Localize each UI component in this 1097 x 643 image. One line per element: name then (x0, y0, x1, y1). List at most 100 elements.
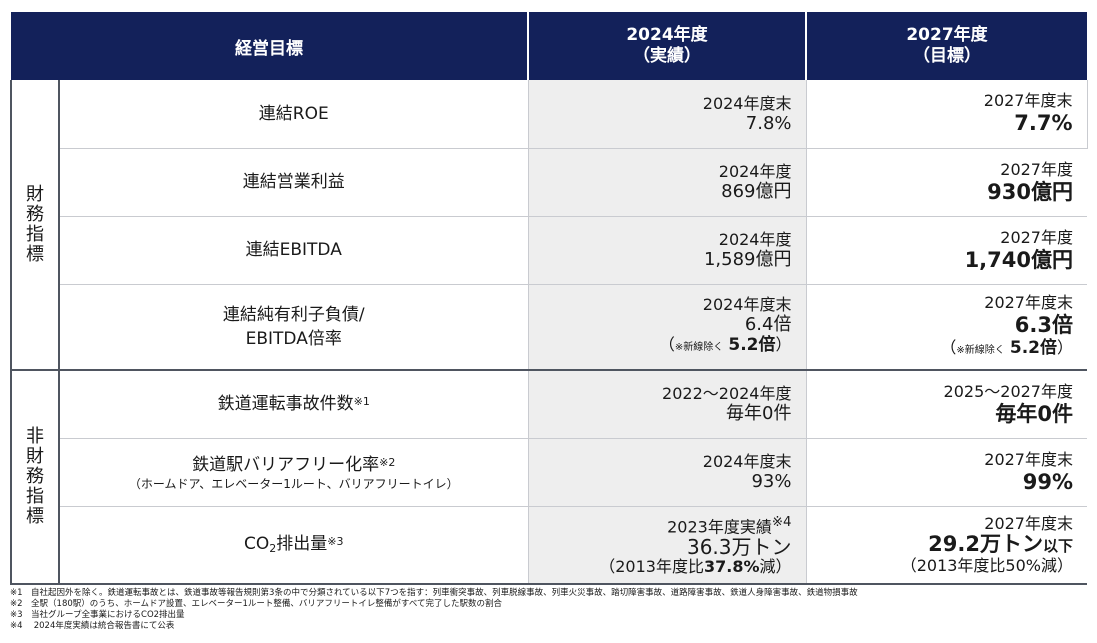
group-label-financial: 財 務 指 標 (10, 80, 60, 371)
actual-cell: 2024年度 1,589億円 (527, 216, 806, 285)
actual-label: 2024年度末 (702, 93, 792, 113)
actual-label: 2024年度 (718, 230, 792, 249)
actual-label-text: 2023年度実績 (667, 516, 772, 536)
header-target-sub: （目標） (913, 46, 981, 66)
group-char: 指 (26, 486, 44, 507)
actual-value: 869億円 (721, 181, 792, 202)
metric-name-text: 排出量 (276, 533, 328, 554)
header-target-year: 2027年度 (906, 25, 988, 45)
actual-value: 毎年0件 (726, 403, 792, 425)
note-text: 減） (759, 556, 792, 576)
subscript: 2 (269, 541, 277, 555)
metric-name-text: 鉄道運転事故件数 (217, 394, 354, 415)
metric-name: CO2排出量※3 (59, 506, 528, 585)
metric-name-text: 鉄道駅バリアフリー化率 (192, 455, 380, 475)
footnotes: ※1 自社起因外を除く。鉄道運転事故とは、鉄道事故等報告規則第3条の中で分類され… (10, 588, 858, 632)
group-char: 財 (26, 183, 44, 205)
target-cell: 2027年度末 99% (805, 438, 1087, 507)
target-note: （※新線除く 5.2倍） (807, 337, 1073, 361)
target-label: 2027年度末 (984, 292, 1073, 312)
target-cell: 2027年度 1,740億円 (805, 216, 1087, 285)
actual-value: 6.4倍 (744, 314, 792, 336)
footnote-2: ※2 全駅（180駅）のうち、ホームドア設置、エレベーター1ルート整備、バリアフ… (10, 599, 502, 609)
table-row: 連結営業利益 2024年度 869億円 2027年度 930億円 (11, 148, 1087, 217)
header-target: 2027年度 （目標） (805, 12, 1087, 80)
header-actual: 2024年度 （実績） (527, 12, 806, 80)
target-label: 2027年度末 (983, 91, 1073, 111)
note-value: 37.8% (703, 556, 760, 576)
actual-cell: 2022～2024年度 毎年0件 (527, 370, 806, 439)
note-close: ） (775, 335, 792, 355)
header-actual-sub: （実績） (633, 46, 701, 66)
target-value: 7.7% (1014, 111, 1073, 136)
footnote-3: ※3 当社グループ全事業におけるCO2排出量 (10, 610, 185, 620)
note-close: ） (1056, 337, 1073, 357)
note-value: 5.2倍 (728, 335, 776, 356)
actual-value: 93% (751, 471, 792, 492)
actual-note: （※新線除く 5.2倍） (529, 335, 792, 358)
note-small: ※新線除く (674, 342, 724, 354)
footnote-ref: ※1 (353, 395, 370, 409)
actual-value: 36.3万トン (686, 534, 792, 559)
table-row: CO2排出量※3 2023年度実績※4 36.3万トン （2013年度比37.8… (11, 506, 1087, 585)
metric-name: 連結EBITDA (59, 216, 528, 285)
metric-name: 鉄道駅バリアフリー化率※2 （ホームドア、エレベーター1ルート、バリアフリートイ… (59, 438, 528, 507)
target-cell: 2027年度末 29.2万トン以下 （2013年度比50%減） (805, 506, 1087, 585)
actual-label: 2023年度実績※4 (529, 513, 792, 537)
target-label: 2027年度 (1000, 227, 1073, 247)
table-row: 連結純有利子負債/ EBITDA倍率 2024年度末 6.4倍 （※新線除く 5… (11, 284, 1087, 371)
target-value-suffix: 以下 (1042, 536, 1073, 555)
table-row: 財 務 指 標 連結ROE 2024年度末 7.8% 2027年度末 7.7% (10, 80, 1088, 371)
target-label: 2025～2027年度 (943, 381, 1073, 401)
actual-cell: 2024年度末 6.4倍 （※新線除く 5.2倍） (527, 284, 806, 371)
header-goal: 経営目標 (11, 12, 528, 80)
actual-label: 2022～2024年度 (662, 384, 792, 404)
metric-name-sub: （ホームドア、エレベーター1ルート、バリアフリートイレ） (128, 477, 459, 491)
target-cell: 2025～2027年度 毎年0件 (805, 370, 1087, 439)
target-value-text: 29.2万トン (928, 531, 1043, 556)
target-cell: 2027年度末 6.3倍 （※新線除く 5.2倍） (805, 284, 1087, 371)
table-header-row: 経営目標 2024年度 （実績） 2027年度 （目標） (11, 12, 1087, 80)
note-open: （ (940, 337, 957, 357)
group-char: 標 (26, 506, 44, 527)
actual-value: 7.8% (745, 112, 792, 134)
footnote-ref: ※2 (379, 456, 396, 469)
group-char: 指 (26, 223, 44, 245)
metric-name: 連結営業利益 (59, 148, 528, 217)
metric-name: 連結ROE (59, 80, 528, 149)
actual-label: 2024年度 (718, 162, 792, 181)
footnote-4: ※4 2024年度実績は統合報告書にて公表 (10, 621, 175, 631)
footnote-ref: ※3 (327, 534, 344, 548)
actual-cell: 2024年度 869億円 (527, 148, 806, 217)
table-row: 連結EBITDA 2024年度 1,589億円 2027年度 1,740億円 (11, 216, 1087, 285)
group-char: 非 (26, 426, 44, 447)
group-char: 財 (26, 446, 44, 467)
group-char: 務 (26, 203, 44, 225)
target-label: 2027年度 (1000, 159, 1073, 179)
footnote-ref: ※4 (771, 514, 792, 530)
note-small: ※新線除く (956, 344, 1005, 356)
actual-label: 2024年度末 (702, 295, 792, 315)
actual-label: 2024年度末 (702, 452, 792, 471)
table-row: 鉄道駅バリアフリー化率※2 （ホームドア、エレベーター1ルート、バリアフリートイ… (11, 438, 1087, 507)
target-note: （2013年度比50%減） (900, 555, 1073, 575)
group-char: 標 (26, 243, 44, 265)
target-value: 99% (1022, 469, 1073, 494)
note-text: （2013年度比 (599, 556, 704, 576)
actual-cell: 2024年度末 93% (527, 438, 806, 507)
note-value: 5.2倍 (1009, 337, 1057, 358)
target-value: 930億円 (987, 179, 1073, 204)
target-label: 2027年度末 (984, 513, 1073, 533)
target-cell: 2027年度 930億円 (805, 148, 1087, 217)
metric-name: 連結純有利子負債/ EBITDA倍率 (59, 284, 528, 371)
actual-cell: 2024年度末 7.8% (527, 80, 806, 149)
metric-name-text: CO (244, 533, 270, 554)
metric-name-line1: 連結純有利子負債/ (222, 304, 365, 325)
target-value: 29.2万トン以下 (807, 531, 1073, 556)
target-cell: 2027年度末 7.7% (805, 80, 1088, 149)
target-value: 6.3倍 (1014, 312, 1073, 337)
footnote-1: ※1 自社起因外を除く。鉄道運転事故とは、鉄道事故等報告規則第3条の中で分類され… (10, 588, 858, 598)
actual-cell: 2023年度実績※4 36.3万トン （2013年度比37.8%減） (527, 506, 806, 585)
target-value: 1,740億円 (964, 247, 1073, 272)
group-char: 務 (26, 466, 44, 487)
